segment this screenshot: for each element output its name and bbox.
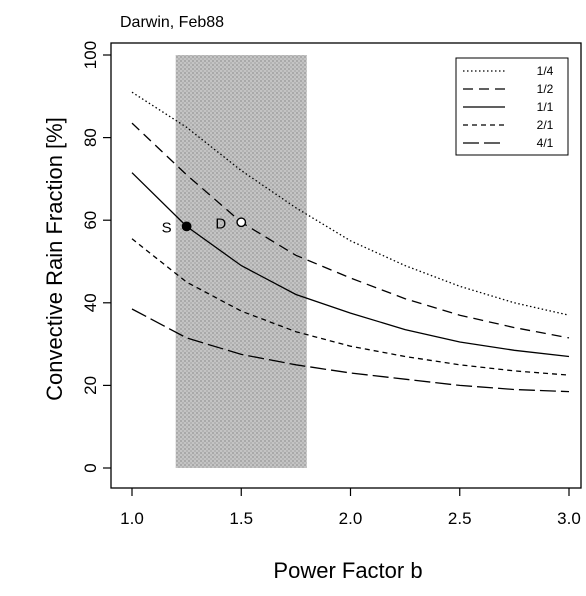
shaded-band bbox=[175, 55, 307, 468]
legend-items: 1/4 1/2 1/1 2/1 4/1 bbox=[463, 64, 554, 150]
x-tick-label: 3.0 bbox=[557, 509, 581, 528]
marker-D bbox=[236, 217, 247, 228]
x-tick-label: 2.0 bbox=[339, 509, 363, 528]
y-tick-label: 0 bbox=[81, 463, 100, 472]
marker-label-S: S bbox=[162, 219, 172, 236]
series-layer bbox=[131, 91, 570, 393]
legend: 1/4 1/2 1/1 2/1 4/1 bbox=[455, 57, 569, 156]
legend-label: 2/1 bbox=[537, 118, 554, 132]
series-line-1 bbox=[131, 91, 570, 316]
series-line-2 bbox=[131, 122, 570, 339]
series-line-3 bbox=[131, 172, 570, 358]
x-tick-label: 1.5 bbox=[229, 509, 253, 528]
y-axis: 0 20 40 60 80 100 bbox=[81, 41, 111, 473]
plot-frame bbox=[110, 42, 582, 489]
x-tick-label: 2.5 bbox=[448, 509, 472, 528]
y-tick-label: 40 bbox=[81, 293, 100, 312]
legend-label: 1/2 bbox=[537, 82, 554, 96]
legend-label: 1/1 bbox=[537, 100, 554, 114]
y-tick-label: 100 bbox=[81, 41, 100, 69]
marker-S bbox=[181, 221, 192, 232]
chart-title: Darwin, Feb88 bbox=[120, 14, 224, 31]
y-tick-label: 60 bbox=[81, 211, 100, 230]
y-tick-label: 80 bbox=[81, 128, 100, 147]
x-tick-label: 1.0 bbox=[120, 509, 144, 528]
series-line-4 bbox=[131, 238, 570, 376]
y-axis-label: Convective Rain Fraction [%] bbox=[42, 117, 67, 401]
x-axis: 1.0 1.5 2.0 2.5 3.0 bbox=[120, 488, 581, 528]
legend-label: 1/4 bbox=[537, 64, 554, 78]
legend-label: 4/1 bbox=[537, 136, 554, 150]
y-tick-label: 20 bbox=[81, 376, 100, 395]
marker-label-D: D bbox=[215, 215, 226, 232]
x-axis-label: Power Factor b bbox=[273, 558, 422, 583]
